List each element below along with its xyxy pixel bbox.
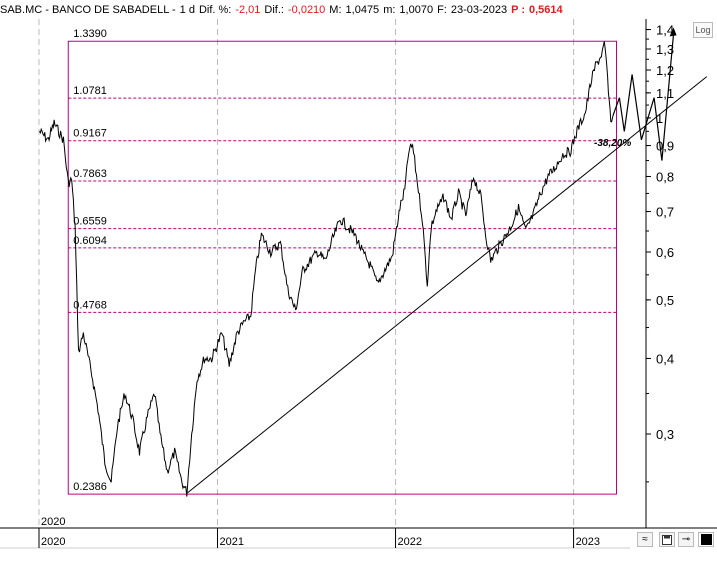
x-tick-label: 2023 bbox=[576, 536, 600, 548]
y-tick-label: 0,5 bbox=[656, 293, 674, 308]
dif-value: -0,0210 bbox=[287, 3, 326, 16]
date-label: F: bbox=[437, 3, 447, 16]
trend-line bbox=[187, 76, 708, 493]
fib-level-label: 0.6094 bbox=[73, 235, 107, 247]
min-label: m: bbox=[383, 3, 396, 16]
price-line bbox=[39, 41, 614, 497]
y-tick-label: 0,6 bbox=[656, 245, 674, 260]
projection-arrowhead bbox=[669, 27, 677, 37]
price-value: 0,5614 bbox=[529, 3, 563, 16]
fib-level-label: 0.9167 bbox=[73, 128, 107, 140]
chart-header: SAB.MC - BANCO DE SABADELL - 1 d Dif. %:… bbox=[0, 0, 717, 19]
x-tick-label: 2022 bbox=[398, 536, 422, 548]
y-tick-label: 0,3 bbox=[656, 427, 674, 442]
y-tick-label: 1,4 bbox=[656, 23, 674, 38]
y-tick-label: 0,4 bbox=[656, 351, 674, 366]
collapse-icon[interactable]: ≈ bbox=[637, 532, 653, 547]
max-value: 1,0475 bbox=[345, 3, 380, 16]
x-top-label: 2020 bbox=[41, 516, 65, 528]
y-tick-label: 1,3 bbox=[656, 42, 674, 57]
price-label: P : bbox=[511, 3, 525, 16]
dif-label: Dif.: bbox=[264, 3, 284, 16]
y-tick-label: 0,8 bbox=[656, 169, 674, 184]
x-tick-label: 2020 bbox=[41, 536, 65, 548]
y-tick-label: 1 bbox=[656, 111, 663, 126]
fill-square-icon[interactable] bbox=[698, 532, 714, 547]
fib-level-label: 0.7863 bbox=[73, 168, 107, 180]
pin-icon[interactable]: ⊸ bbox=[678, 532, 694, 547]
period-label: 1 d bbox=[179, 3, 195, 16]
fib-level-label: 1.0781 bbox=[73, 85, 107, 97]
x-tick-label: 2021 bbox=[220, 536, 244, 548]
log-scale-button[interactable]: Log bbox=[693, 22, 713, 38]
date-value: 23-03-2023 bbox=[450, 3, 508, 16]
symbol-label: SAB.MC - BANCO DE SABADELL - bbox=[0, 3, 176, 16]
fib-box bbox=[67, 40, 617, 495]
dif-pct-value: -2,01 bbox=[235, 3, 261, 16]
dif-pct-label: Dif. %: bbox=[198, 3, 232, 16]
max-label: M: bbox=[329, 3, 342, 16]
fib-level-label: 0.2386 bbox=[73, 481, 107, 493]
y-tick-label: 0,7 bbox=[656, 205, 674, 220]
retracement-annotation: -38,20% bbox=[594, 138, 631, 149]
save-icon[interactable] bbox=[659, 532, 675, 547]
y-tick-label: 0,9 bbox=[656, 139, 674, 154]
fib-level-label: 0.4768 bbox=[73, 299, 107, 311]
y-tick-label: 1,1 bbox=[656, 86, 674, 101]
projection-line bbox=[612, 33, 675, 161]
min-value: 1,0070 bbox=[399, 3, 434, 16]
fib-level-label: 0.6559 bbox=[73, 216, 107, 228]
fib-level-label: 1.3390 bbox=[73, 28, 107, 40]
y-tick-label: 1,2 bbox=[656, 63, 674, 78]
